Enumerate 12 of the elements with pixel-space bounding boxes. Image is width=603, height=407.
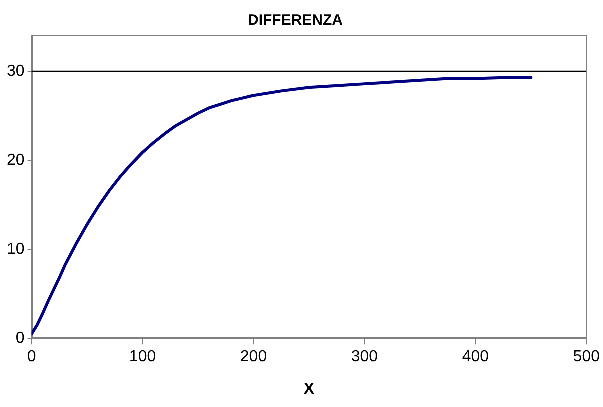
x-tick-label: 200	[240, 348, 268, 366]
chart-title: DIFFERENZA	[248, 12, 344, 30]
y-tick-label: 30	[7, 63, 25, 80]
x-tick-label: 500	[573, 348, 600, 366]
x-axis-title: X	[304, 380, 315, 398]
x-tick-label: 100	[129, 348, 156, 366]
y-tick-label: 10	[7, 241, 25, 258]
x-tick-label: 0	[27, 348, 36, 366]
x-tick-label: 300	[351, 348, 378, 366]
y-tick-label: 20	[7, 152, 25, 170]
x-tick-label: 400	[462, 348, 490, 366]
y-tick-label: 0	[16, 330, 25, 348]
